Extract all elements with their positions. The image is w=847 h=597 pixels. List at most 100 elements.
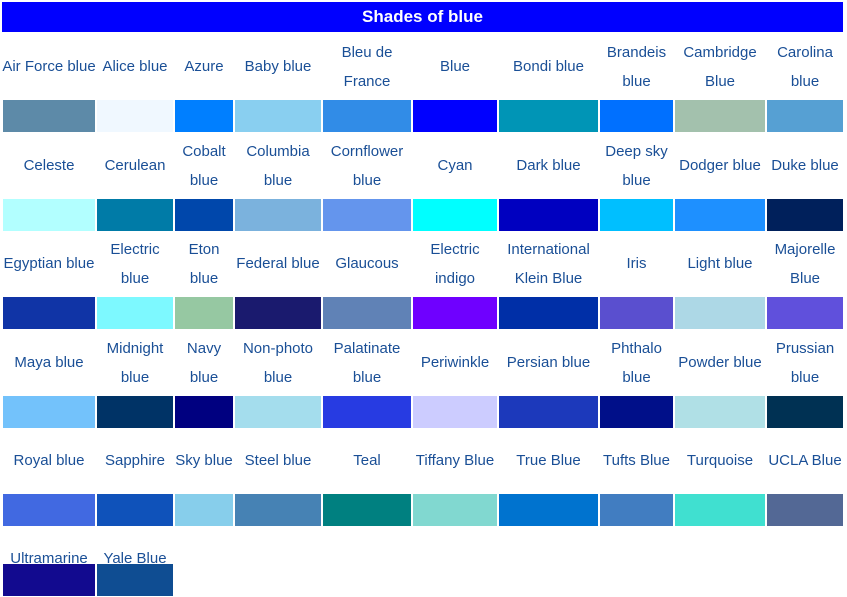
color-name-cambridge-blue: Cambridge Blue [683,43,757,90]
color-name-international-klein-blue: International Klein Blue [507,240,590,287]
color-swatch-prussian-blue [767,396,843,428]
color-name-glaucous: Glaucous [335,255,399,272]
color-swatch-brandeis-blue [600,100,673,132]
color-swatch-tufts-blue [600,494,673,526]
color-swatch-federal-blue [235,297,321,329]
color-name-majorelle-blue: Majorelle Blue [774,240,836,287]
color-name-azure: Azure [184,58,224,75]
color-name-tiffany-blue: Tiffany Blue [415,452,495,469]
color-swatch-cambridge-blue [675,100,765,132]
color-swatch-phthalo-blue [600,396,673,428]
color-swatch-light-blue [675,297,765,329]
color-name-midnight-blue: Midnight blue [106,339,164,386]
color-name-steel-blue: Steel blue [244,452,312,469]
color-name-true-blue: True Blue [516,452,581,469]
color-swatch-alice-blue [97,100,173,132]
color-name-celeste: Celeste [23,157,75,174]
color-swatch-columbia-blue [235,199,321,231]
color-swatch-dodger-blue [675,199,765,231]
color-name-egyptian-blue: Egyptian blue [3,255,95,272]
color-swatch-powder-blue [675,396,765,428]
color-name-cyan: Cyan [437,157,473,174]
color-swatch-electric-indigo [413,297,497,329]
color-name-phthalo-blue: Phthalo blue [611,339,662,386]
color-name-eton-blue: Eton blue [188,240,220,287]
color-name-bleu-de-france: Bleu de France [341,43,393,90]
color-name-air-force-blue: Air Force blue [2,58,96,75]
color-swatch-majorelle-blue [767,297,843,329]
color-name-teal: Teal [353,452,381,469]
color-name-cobalt-blue: Cobalt blue [182,142,226,189]
color-swatch-cornflower-blue [323,199,411,231]
color-swatch-sapphire [97,494,173,526]
color-name-navy-blue: Navy blue [186,339,222,386]
color-swatch-glaucous [323,297,411,329]
color-swatch-non-photo-blue [235,396,321,428]
color-swatch-cerulean [97,199,173,231]
color-swatch-persian-blue [499,396,598,428]
color-name-yale-blue: Yale Blue [103,550,167,567]
color-swatch-carolina-blue [767,100,843,132]
color-swatch-royal-blue [3,494,95,526]
color-swatch-celeste [3,199,95,231]
color-name-sky-blue: Sky blue [175,452,233,469]
color-name-persian-blue: Persian blue [506,354,591,371]
color-swatch-turquoise [675,494,765,526]
color-swatch-egyptian-blue [3,297,95,329]
color-swatch-blue [413,100,497,132]
color-name-periwinkle: Periwinkle [420,354,490,371]
color-swatch-duke-blue [767,199,843,231]
color-name-electric-indigo: Electric indigo [430,240,480,287]
color-name-deep-sky-blue: Deep sky blue [605,142,668,189]
color-swatch-steel-blue [235,494,321,526]
color-swatch-palatinate-blue [323,396,411,428]
color-swatch-eton-blue [175,297,233,329]
color-name-ultramarine: Ultramarine [10,550,88,567]
color-name-turquoise: Turquoise [686,452,754,469]
color-name-royal-blue: Royal blue [13,452,85,469]
color-name-prussian-blue: Prussian blue [775,339,835,386]
color-name-cerulean: Cerulean [104,157,166,174]
color-swatch-bondi-blue [499,100,598,132]
color-swatch-yale-blue [97,564,173,596]
color-swatch-midnight-blue [97,396,173,428]
color-swatch-tiffany-blue [413,494,497,526]
color-name-duke-blue: Duke blue [771,157,839,174]
color-swatch-periwinkle [413,396,497,428]
color-name-powder-blue: Powder blue [678,354,762,371]
color-swatch-air-force-blue [3,100,95,132]
color-swatch-true-blue [499,494,598,526]
color-name-palatinate-blue: Palatinate blue [333,339,401,386]
color-name-iris: Iris [626,255,647,272]
color-name-cornflower-blue: Cornflower blue [330,142,404,189]
color-swatch-maya-blue [3,396,95,428]
color-name-tufts-blue: Tufts Blue [603,452,670,469]
color-swatch-iris [600,297,673,329]
color-swatch-navy-blue [175,396,233,428]
color-name-brandeis-blue: Brandeis blue [606,43,667,90]
color-swatch-baby-blue [235,100,321,132]
color-name-maya-blue: Maya blue [14,354,84,371]
color-swatch-sky-blue [175,494,233,526]
color-swatch-international-klein-blue [499,297,598,329]
color-swatch-ultramarine [3,564,95,596]
color-swatch-azure [175,100,233,132]
color-name-dark-blue: Dark blue [516,157,581,174]
color-name-columbia-blue: Columbia blue [246,142,310,189]
color-name-electric-blue: Electric blue [110,240,160,287]
color-name-light-blue: Light blue [687,255,753,272]
color-name-alice-blue: Alice blue [102,58,168,75]
color-swatch-cyan [413,199,497,231]
color-swatch-ucla-blue [767,494,843,526]
color-swatch-electric-blue [97,297,173,329]
color-name-sapphire: Sapphire [104,452,166,469]
color-name-non-photo-blue: Non-photo blue [242,339,314,386]
color-name-baby-blue: Baby blue [244,58,312,75]
color-name-dodger-blue: Dodger blue [679,157,761,174]
color-swatch-cobalt-blue [175,199,233,231]
color-swatch-bleu-de-france [323,100,411,132]
color-swatch-teal [323,494,411,526]
table-title: Shades of blue [2,2,843,32]
color-swatch-deep-sky-blue [600,199,673,231]
color-name-bondi-blue: Bondi blue [513,58,584,75]
